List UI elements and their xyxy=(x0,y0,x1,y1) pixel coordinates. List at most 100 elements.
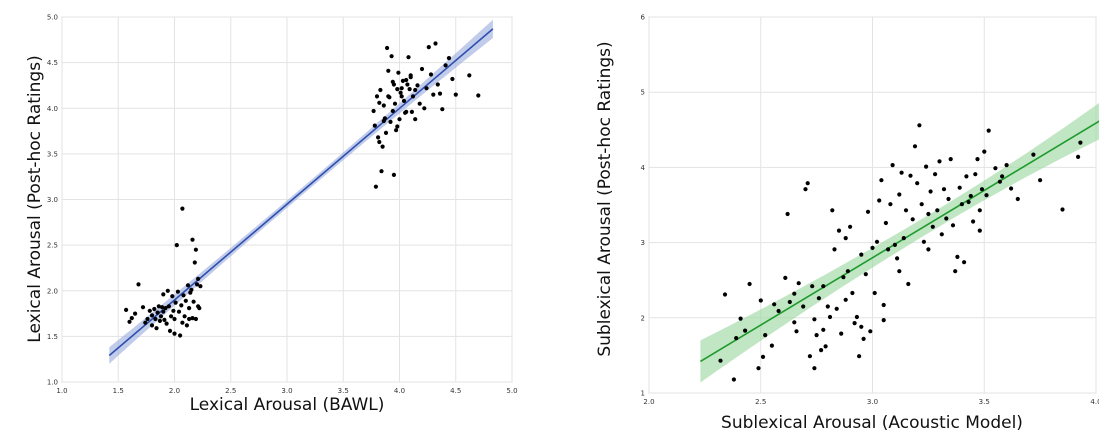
data-point xyxy=(189,287,194,292)
data-point xyxy=(378,87,383,93)
data-point xyxy=(124,307,129,312)
data-point xyxy=(756,366,761,371)
y-tick-label: 1.5 xyxy=(47,333,58,341)
data-point xyxy=(395,124,400,129)
data-point xyxy=(428,72,434,77)
data-point xyxy=(190,316,195,321)
data-point xyxy=(185,283,191,288)
data-point xyxy=(407,87,412,92)
data-point xyxy=(190,237,195,242)
data-point xyxy=(400,78,405,83)
y-tick-label: 2 xyxy=(641,314,645,322)
data-point xyxy=(154,326,159,331)
data-point xyxy=(915,181,920,186)
data-point xyxy=(973,172,978,177)
data-point xyxy=(169,314,174,319)
data-point xyxy=(397,117,402,122)
y-tick-label: 4.5 xyxy=(47,59,58,67)
data-point xyxy=(192,260,197,265)
data-point xyxy=(937,159,942,164)
data-point xyxy=(926,247,931,252)
data-point xyxy=(446,56,452,61)
data-point xyxy=(196,276,201,281)
data-point xyxy=(197,306,202,311)
data-point xyxy=(172,316,177,322)
data-point xyxy=(174,243,179,248)
data-point xyxy=(861,336,866,341)
data-point xyxy=(821,284,826,289)
data-point xyxy=(1031,152,1036,157)
data-point xyxy=(971,219,976,224)
data-point xyxy=(975,157,980,162)
data-point xyxy=(850,290,855,296)
data-point xyxy=(390,108,395,114)
data-point xyxy=(172,331,177,336)
data-point xyxy=(870,245,875,250)
data-point xyxy=(892,242,897,247)
scatter-plot-sublexical: 2.0 2.5 3.0 3.5 4.0 1 2 3 4 5 6 Sublexical Arousal… xyxy=(595,14,1099,433)
data-point xyxy=(982,149,987,154)
data-point xyxy=(825,304,830,309)
x-tick-label: 1.0 xyxy=(56,387,67,395)
data-point xyxy=(718,358,723,363)
data-point xyxy=(392,101,398,106)
data-point xyxy=(843,236,848,241)
data-point xyxy=(187,306,192,311)
x-tick-label: 2.0 xyxy=(169,387,180,395)
data-point xyxy=(946,196,951,202)
y-tick-label: 3 xyxy=(641,239,645,247)
data-point xyxy=(440,107,445,112)
data-point xyxy=(939,232,944,237)
data-point xyxy=(376,135,381,140)
data-point xyxy=(810,284,815,289)
data-point xyxy=(391,172,396,177)
data-point xyxy=(743,328,748,333)
data-point xyxy=(410,94,416,99)
data-point xyxy=(136,282,141,287)
data-point xyxy=(928,189,933,194)
data-point xyxy=(165,288,170,293)
data-point xyxy=(147,308,152,313)
data-point xyxy=(396,70,401,75)
data-point xyxy=(805,181,810,186)
data-point xyxy=(390,79,395,84)
data-point xyxy=(417,101,422,106)
x-tick-label: 2.5 xyxy=(225,387,236,395)
data-point xyxy=(836,228,842,233)
data-point xyxy=(476,93,481,98)
data-point xyxy=(814,333,819,338)
data-point xyxy=(184,323,189,328)
data-point xyxy=(944,216,949,221)
data-point xyxy=(409,109,414,114)
data-point xyxy=(183,298,188,303)
data-point xyxy=(180,320,185,325)
y-tick-label: 2.0 xyxy=(47,287,58,295)
data-point xyxy=(997,179,1002,184)
data-point xyxy=(399,94,404,99)
data-point xyxy=(179,303,184,308)
y-tick-label: 4 xyxy=(641,164,646,172)
y-tick-label: 5.0 xyxy=(47,14,58,22)
data-point xyxy=(1015,196,1020,202)
x-tick-label: 3.5 xyxy=(979,398,990,406)
data-point xyxy=(374,94,380,99)
data-point xyxy=(823,344,828,349)
data-point xyxy=(821,327,826,332)
data-point xyxy=(175,289,180,294)
data-point xyxy=(176,309,182,314)
y-tick-label: 6 xyxy=(641,14,646,22)
data-point xyxy=(883,220,888,226)
data-point xyxy=(181,293,186,298)
data-point xyxy=(373,184,378,189)
data-point xyxy=(796,281,801,286)
data-point xyxy=(734,336,739,341)
x-tick-label: 1.5 xyxy=(113,387,124,395)
data-point xyxy=(453,92,458,97)
data-point xyxy=(158,314,164,319)
data-point xyxy=(758,298,763,303)
data-point xyxy=(984,193,989,198)
data-point xyxy=(830,208,835,213)
data-point xyxy=(979,187,985,192)
data-point xyxy=(127,319,132,324)
data-point xyxy=(772,302,777,307)
